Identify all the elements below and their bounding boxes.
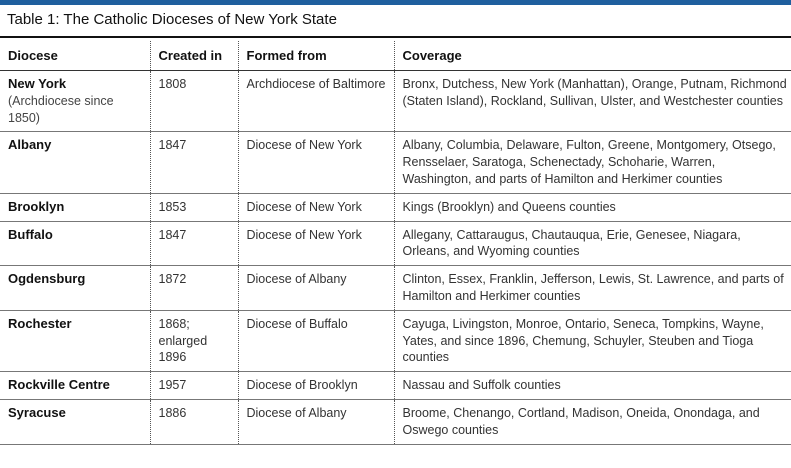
coverage-cell: Cayuga, Livingston, Monroe, Ontario, Sen…	[393, 310, 791, 373]
table-row: Buffalo 1847 Diocese of New York Allegany, …	[0, 221, 791, 267]
table-row: Ogdensburg 1872 Diocese of Albany Clinton, …	[0, 265, 791, 311]
table-row: Syracuse 1886 Diocese of Albany Broome, Che…	[0, 399, 791, 445]
header-row: Diocese Created in Formed from Coverage	[0, 41, 791, 71]
diocese-cell: Albany	[0, 131, 150, 194]
diocese-name: Albany	[8, 137, 52, 153]
header-diocese: Diocese	[0, 41, 150, 71]
created-in-cell: 1853	[149, 193, 238, 222]
header-created-in: Created in	[149, 41, 238, 71]
table-row: Brooklyn 1853 Diocese of New York Kings (Br…	[0, 193, 791, 222]
caption-divider	[0, 36, 791, 38]
formed-from-cell: Diocese of Brooklyn	[237, 371, 394, 400]
table-header: Diocese Created in Formed from Coverage	[0, 41, 791, 71]
table-row: New York (Archdiocese since 1850) 1808 Arch…	[0, 70, 791, 133]
table-row: Rochester 1868; enlarged 1896 Diocese of B…	[0, 310, 791, 373]
created-in-cell: 1847	[149, 221, 238, 267]
created-in-cell: 1868; enlarged 1896	[149, 310, 238, 373]
coverage-cell: Allegany, Cattaraugus, Chautauqua, Erie,…	[393, 221, 791, 267]
formed-from-cell: Diocese of Albany	[237, 265, 394, 311]
diocese-name: Ogdensburg	[8, 271, 86, 287]
coverage-cell: Albany, Columbia, Delaware, Fulton, Gree…	[393, 131, 791, 194]
diocese-name: New York	[8, 76, 67, 91]
table-body: New York (Archdiocese since 1850) 1808 Arch…	[0, 70, 791, 445]
created-in-cell: 1872	[149, 265, 238, 311]
accent-bar	[0, 0, 791, 5]
coverage-cell: Nassau and Suffolk counties	[393, 371, 791, 400]
diocese-name: Syracuse	[8, 404, 66, 420]
diocese-name: Buffalo	[8, 226, 53, 242]
diocese-name: Brooklyn	[8, 198, 65, 214]
header-formed-from: Formed from	[237, 41, 394, 71]
diocese-cell: New York (Archdiocese since 1850)	[0, 70, 150, 133]
diocese-name: Rockville Centre	[8, 377, 110, 393]
created-in-cell: 1957	[149, 371, 238, 400]
diocese-cell: Buffalo	[0, 221, 150, 267]
diocese-cell: Ogdensburg	[0, 265, 150, 311]
formed-from-cell: Diocese of Albany	[237, 399, 394, 445]
created-in-cell: 1886	[149, 399, 238, 445]
table-row: Albany 1847 Diocese of New York Albany, Col…	[0, 131, 791, 194]
formed-from-cell: Diocese of New York	[237, 131, 394, 194]
formed-from-cell: Diocese of New York	[237, 221, 394, 267]
table-row: Rockville Centre 1957 Diocese of Brooklyn N…	[0, 371, 791, 400]
diocese-name: Rochester	[8, 315, 72, 331]
dioceses-table: Diocese Created in Formed from Coverage …	[0, 41, 791, 445]
diocese-cell: Rochester	[0, 310, 150, 373]
table-caption: Table 1: The Catholic Dioceses of New Yo…	[7, 11, 337, 28]
diocese-cell: Syracuse	[0, 399, 150, 445]
formed-from-cell: Diocese of Buffalo	[237, 310, 394, 373]
formed-from-cell: Diocese of New York	[237, 193, 394, 222]
formed-from-cell: Archdiocese of Baltimore	[237, 70, 394, 133]
diocese-cell: Brooklyn	[0, 193, 150, 222]
diocese-note: (Archdiocese since 1850)	[8, 93, 114, 125]
coverage-cell: Bronx, Dutchess, New York (Manhattan), O…	[393, 70, 791, 133]
coverage-cell: Broome, Chenango, Cortland, Madison, One…	[393, 399, 791, 445]
created-in-cell: 1808	[149, 70, 238, 133]
created-in-cell: 1847	[149, 131, 238, 194]
header-coverage: Coverage	[393, 41, 791, 71]
coverage-cell: Clinton, Essex, Franklin, Jefferson, Lew…	[393, 265, 791, 311]
coverage-cell: Kings (Brooklyn) and Queens counties	[393, 193, 791, 222]
diocese-cell: Rockville Centre	[0, 371, 150, 400]
